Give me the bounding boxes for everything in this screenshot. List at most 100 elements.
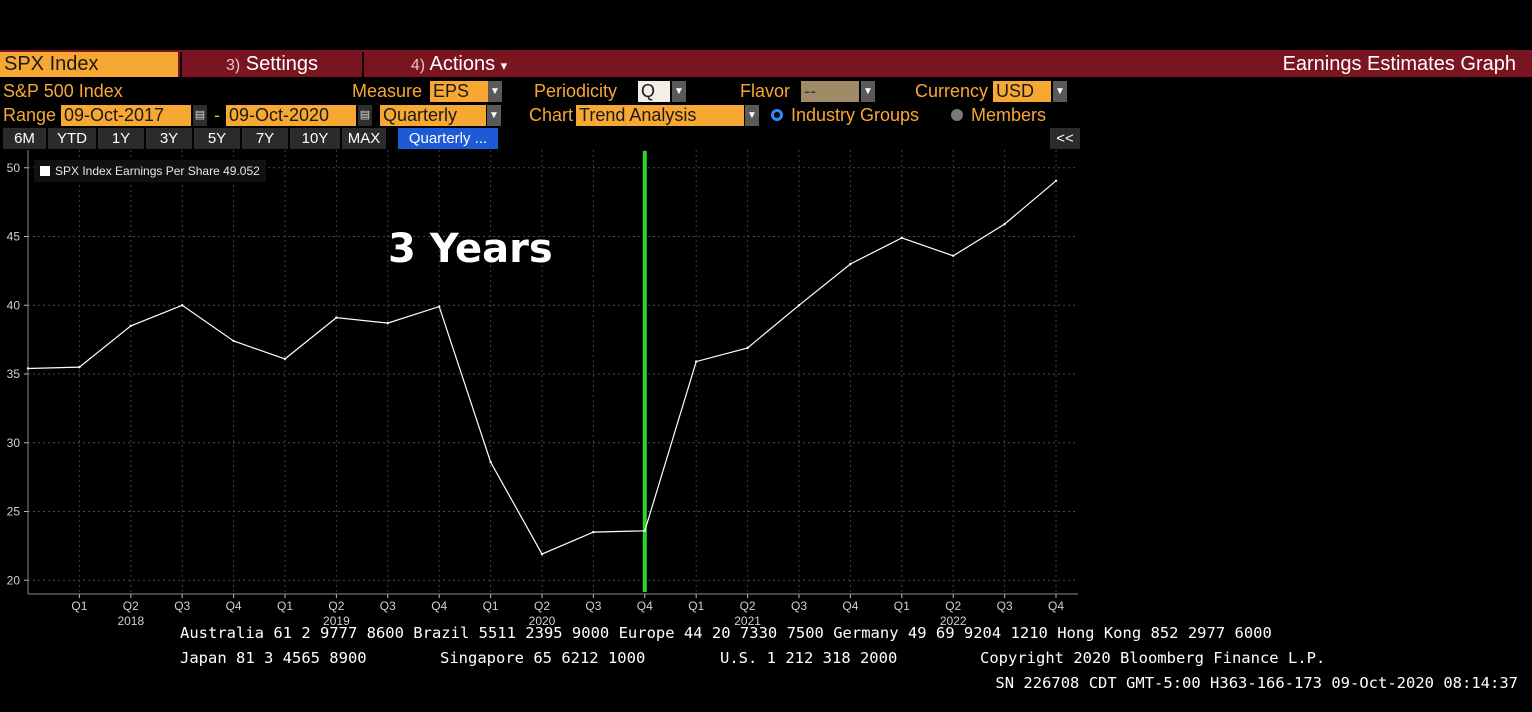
series-layer: [26, 179, 1058, 556]
range-label: Range: [3, 105, 57, 125]
x-tick-label: Q1: [277, 599, 293, 613]
x-tick-label: Q3: [380, 599, 396, 613]
chevron-down-icon[interactable]: ▼: [745, 105, 759, 126]
actions-button[interactable]: 4) Actions ▾: [362, 52, 554, 77]
x-tick-label: Q3: [585, 599, 601, 613]
settings-button[interactable]: 3) Settings: [180, 52, 362, 77]
x-tick-label: Q1: [688, 599, 704, 613]
data-point: [695, 360, 698, 363]
currency-select[interactable]: USD: [993, 81, 1051, 102]
range-quarterly-button[interactable]: Quarterly ...: [398, 128, 498, 149]
range-dash: -: [214, 105, 220, 125]
calendar-icon[interactable]: ▤: [193, 105, 207, 126]
data-point: [900, 236, 903, 240]
range-6m-button[interactable]: 6M: [3, 128, 46, 149]
data-point: [643, 529, 646, 532]
x-tick-label: Q4: [431, 599, 447, 613]
x-tick-label: Q1: [483, 599, 499, 613]
chart-grid: [28, 150, 1078, 594]
flavor-select[interactable]: --: [801, 81, 859, 102]
periodicity-label: Periodicity: [534, 81, 618, 101]
members-radio[interactable]: [951, 109, 963, 121]
industry-groups-radio[interactable]: [771, 109, 783, 121]
data-point: [283, 357, 287, 361]
chart-label: Chart: [529, 105, 574, 125]
x-year-label: 2022: [940, 614, 967, 628]
range-10y-button[interactable]: 10Y: [290, 128, 340, 149]
ticker-field[interactable]: SPX Index: [0, 52, 178, 77]
data-point: [489, 460, 492, 464]
x-year-label: 2021: [734, 614, 761, 628]
range-end-field[interactable]: 09-Oct-2020: [226, 105, 356, 126]
x-tick-label: Q1: [894, 599, 910, 613]
data-point: [26, 367, 30, 370]
range-5y-button[interactable]: 5Y: [194, 128, 240, 149]
chevron-down-icon[interactable]: ▼: [672, 81, 686, 102]
x-tick-label: Q2: [328, 599, 344, 613]
data-point: [952, 254, 955, 257]
data-point: [232, 339, 235, 343]
x-tick-label: Q2: [740, 599, 756, 613]
chevron-down-icon: ▾: [500, 58, 508, 73]
range-3y-button[interactable]: 3Y: [146, 128, 192, 149]
range-ytd-button[interactable]: YTD: [48, 128, 96, 149]
chart-type-select[interactable]: Trend Analysis: [576, 105, 744, 126]
y-tick-label: 20: [7, 573, 21, 587]
x-tick-label: Q4: [842, 599, 858, 613]
chart-annotation: 3 Years: [388, 226, 553, 272]
x-axis: Q1 Q2 Q3 Q4 Q1 Q2 Q3 Q4 Q1 Q2 Q3 Q4 Q1 Q2 Q3 Q4 Q1 Q2 Q3 Q4…: [28, 593, 1078, 628]
y-tick-label: 40: [7, 298, 21, 312]
range-start-field[interactable]: 09-Oct-2017: [61, 105, 191, 126]
data-point: [797, 304, 801, 307]
x-tick-label: Q2: [945, 599, 961, 613]
x-tick-label: Q3: [174, 599, 190, 613]
data-point: [438, 305, 441, 308]
footer-singapore: Singapore 65 6212 1000: [440, 649, 646, 667]
periodicity-select[interactable]: Q: [638, 81, 670, 102]
measure-label: Measure: [352, 81, 423, 101]
chevron-down-icon[interactable]: ▼: [488, 81, 502, 102]
actions-number: 4): [410, 57, 426, 74]
x-year-label: 2019: [323, 614, 350, 628]
data-point: [1003, 222, 1006, 226]
chevron-down-icon[interactable]: ▼: [861, 81, 875, 102]
chevron-down-icon[interactable]: ▼: [487, 105, 501, 126]
settings-label: Settings: [245, 53, 319, 75]
collapse-icon[interactable]: <<: [1050, 128, 1080, 149]
range-7y-button[interactable]: 7Y: [242, 128, 288, 149]
data-point: [592, 530, 595, 534]
chevron-down-icon[interactable]: ▼: [1053, 81, 1067, 102]
calendar-icon[interactable]: ▤: [358, 105, 372, 126]
x-tick-label: Q4: [637, 599, 653, 613]
data-point: [335, 316, 338, 319]
actions-label: Actions: [429, 53, 496, 75]
data-point: [1054, 179, 1058, 182]
footer-us: U.S. 1 212 318 2000: [720, 649, 898, 667]
data-point: [181, 304, 184, 307]
period-select[interactable]: Quarterly: [380, 105, 486, 126]
legend-swatch: [40, 166, 50, 176]
y-tick-label: 50: [7, 161, 21, 175]
data-point: [386, 321, 389, 325]
y-axis: 20 25 30 35 40 45 50: [7, 150, 29, 594]
range-1y-button[interactable]: 1Y: [98, 128, 144, 149]
members-label: Members: [971, 105, 1047, 125]
x-year-label: 2020: [529, 614, 556, 628]
footer-contacts-line: Australia 61 2 9777 8600 Brazil 5511 239…: [180, 624, 1272, 642]
footer-copyright: Copyright 2020 Bloomberg Finance L.P.: [980, 649, 1326, 667]
x-tick-label: Q4: [226, 599, 242, 613]
footer-session-info: SN 226708 CDT GMT-5:00 H363-166-173 09-O…: [995, 674, 1518, 692]
y-tick-label: 30: [7, 436, 21, 450]
industry-groups-label: Industry Groups: [791, 105, 920, 125]
y-tick-label: 45: [7, 230, 21, 244]
security-name: S&P 500 Index: [3, 81, 123, 101]
data-point: [540, 552, 544, 556]
measure-select[interactable]: EPS: [430, 81, 488, 102]
range-max-button[interactable]: MAX: [342, 128, 386, 149]
settings-number: 3): [225, 57, 241, 74]
y-tick-label: 25: [7, 505, 21, 519]
chart-legend: SPX Index Earnings Per Share 49.052: [34, 160, 266, 182]
legend-label: SPX Index Earnings Per Share 49.052: [55, 164, 260, 178]
data-point: [746, 346, 749, 350]
